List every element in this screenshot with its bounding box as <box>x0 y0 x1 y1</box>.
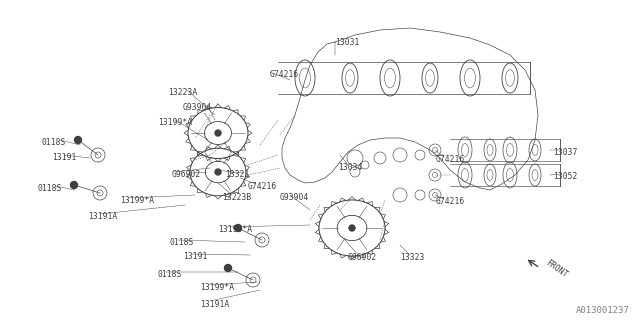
Text: 13223A: 13223A <box>168 88 197 97</box>
Text: 0118S: 0118S <box>158 270 182 279</box>
Text: 13037: 13037 <box>553 148 577 157</box>
Circle shape <box>70 181 77 188</box>
Text: 13052: 13052 <box>553 172 577 181</box>
Text: G93904: G93904 <box>280 193 309 202</box>
Circle shape <box>349 225 355 231</box>
Text: 13191A: 13191A <box>200 300 229 309</box>
Text: 0118S: 0118S <box>42 138 67 147</box>
Text: 13034: 13034 <box>338 163 362 172</box>
Circle shape <box>74 137 81 143</box>
Text: G74216: G74216 <box>436 197 465 206</box>
Circle shape <box>234 225 241 231</box>
Text: 0118S: 0118S <box>170 238 195 247</box>
Circle shape <box>215 169 221 175</box>
Text: G96902: G96902 <box>348 253 377 262</box>
Text: 13191: 13191 <box>52 153 76 162</box>
Circle shape <box>215 130 221 136</box>
Text: 13191: 13191 <box>183 252 207 261</box>
Text: 13223B: 13223B <box>222 193 252 202</box>
Text: G93904: G93904 <box>183 103 212 112</box>
Circle shape <box>225 265 232 271</box>
Text: 0118S: 0118S <box>38 184 62 193</box>
Text: 13323: 13323 <box>400 253 424 262</box>
Text: FRONT: FRONT <box>544 258 569 279</box>
Text: 13199*A: 13199*A <box>200 283 234 292</box>
Text: G74216: G74216 <box>436 155 465 164</box>
Text: G96902: G96902 <box>172 170 201 179</box>
Text: 13199*A: 13199*A <box>120 196 154 205</box>
Text: 13199*A: 13199*A <box>218 225 252 234</box>
Text: 13031: 13031 <box>335 38 360 47</box>
Text: G74216: G74216 <box>270 70 300 79</box>
Text: A013001237: A013001237 <box>576 306 630 315</box>
Text: 13191A: 13191A <box>88 212 117 221</box>
Text: 13199*A: 13199*A <box>158 118 192 127</box>
Text: G74216: G74216 <box>248 182 277 191</box>
Text: 13321: 13321 <box>225 170 250 179</box>
